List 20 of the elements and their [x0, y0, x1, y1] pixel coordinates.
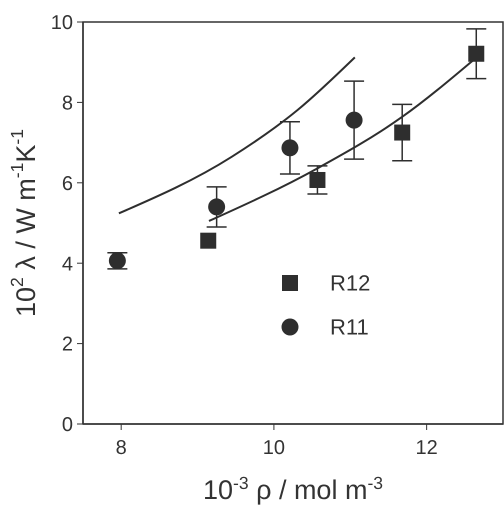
point [309, 172, 326, 188]
y-tick-label: 2 [62, 334, 73, 356]
y-tick-label: 6 [62, 172, 73, 195]
x-tick-label: 12 [416, 437, 438, 460]
point [468, 46, 484, 62]
x-axis-title: 10$^{-3}$ ρ / mol m$^{-3}$ [202, 473, 384, 505]
legend-label: R11 [330, 314, 369, 340]
point [208, 198, 226, 216]
point [200, 232, 216, 249]
point [394, 124, 410, 141]
y-tick-label: 8 [62, 92, 73, 114]
y-tick-label: 0 [62, 414, 73, 436]
y-tick-label: 4 [62, 253, 73, 276]
point [346, 112, 363, 129]
x-tick-label: 10 [262, 437, 286, 460]
point [281, 139, 298, 156]
x-tick-label: 8 [116, 437, 127, 460]
legend-label: R12 [330, 270, 370, 296]
y-tick-label: 10 [50, 12, 73, 34]
line-series [118, 56, 356, 214]
